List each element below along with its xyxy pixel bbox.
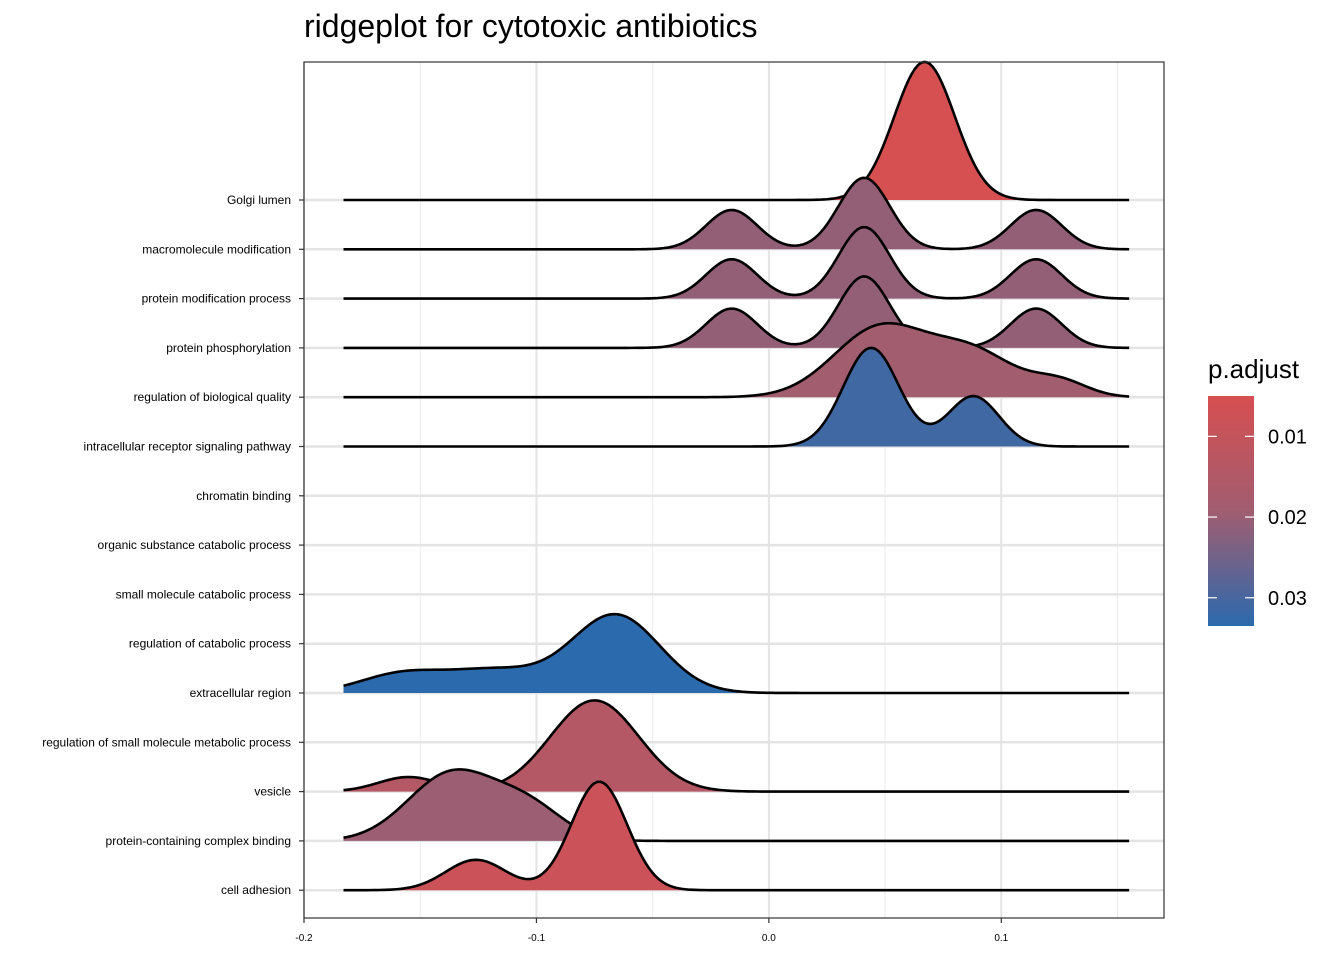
ridge-fill-12 — [343, 700, 1130, 792]
ridge-line-0 — [343, 60, 1130, 202]
ridge-fill-10 — [343, 614, 1130, 693]
x-tick-label: -0.1 — [528, 933, 546, 944]
ridge-line-4 — [343, 321, 1130, 399]
ridge-fill-4 — [343, 323, 1130, 398]
y-tick-label: organic substance catabolic process — [98, 538, 291, 552]
legend-tick-label: 0.02 — [1268, 507, 1307, 529]
ridge-line-13 — [343, 768, 1130, 843]
ridge-line-2 — [343, 225, 1130, 300]
ridge-fill-0 — [343, 61, 1130, 201]
y-tick-label: vesicle — [254, 785, 291, 799]
ridge-fill-3 — [343, 276, 1130, 348]
ridge-fill-13 — [343, 769, 1130, 841]
y-tick-label: regulation of small molecule metabolic p… — [42, 735, 291, 749]
ridge-line-10 — [343, 612, 1130, 695]
y-tick-label: Golgi lumen — [227, 193, 291, 207]
y-tick-label: regulation of biological quality — [134, 390, 291, 404]
y-tick-label: protein-containing complex binding — [106, 834, 291, 848]
y-tick-label: protein phosphorylation — [166, 341, 291, 355]
legend-tick-label: 0.03 — [1268, 588, 1307, 610]
legend-title: p.adjust — [1208, 354, 1300, 384]
x-tick-label: 0.1 — [994, 933, 1008, 944]
ridge-line-14 — [343, 780, 1130, 892]
y-tick-label: protein modification process — [142, 292, 291, 306]
y-tick-label: intracellular receptor signaling pathway — [84, 440, 291, 454]
y-tick-label: macromolecule modification — [142, 242, 291, 256]
ridge-fill-2 — [343, 227, 1130, 299]
y-tick-label: cell adhesion — [221, 883, 291, 897]
x-tick-label: 0.0 — [762, 933, 776, 944]
chart-title: ridgeplot for cytotoxic antibiotics — [304, 8, 758, 44]
ridge-fill-1 — [343, 177, 1130, 250]
ridge-line-3 — [343, 275, 1130, 350]
ridge-line-5 — [343, 346, 1130, 448]
y-tick-label: regulation of catabolic process — [129, 637, 291, 651]
x-tick-label: -0.2 — [295, 933, 313, 944]
legend-tick-label: 0.01 — [1268, 426, 1307, 448]
ridge-line-1 — [343, 176, 1130, 251]
y-tick-label: chromatin binding — [196, 489, 291, 503]
legend-colorbar — [1208, 396, 1254, 626]
y-tick-label: extracellular region — [190, 686, 291, 700]
panel-border — [303, 61, 1165, 919]
y-tick-label: small molecule catabolic process — [116, 587, 291, 601]
